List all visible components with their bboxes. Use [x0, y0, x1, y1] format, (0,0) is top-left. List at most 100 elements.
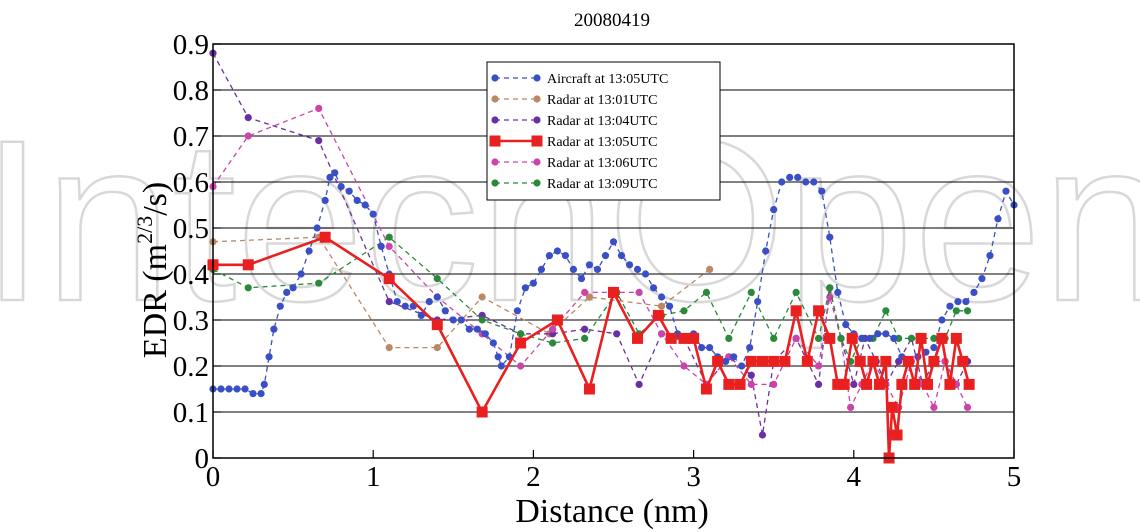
series-4-point	[792, 334, 800, 342]
series-2-point	[315, 137, 323, 145]
legend-item: Radar at 13:01UTC	[491, 93, 657, 108]
series-0-point	[762, 247, 770, 255]
series-0-point	[698, 344, 706, 352]
series-3-point	[431, 319, 443, 331]
series-3-point	[700, 383, 712, 395]
chart-title: 20080419	[574, 10, 650, 31]
series-0-point	[746, 344, 754, 352]
series-3-point	[383, 273, 395, 285]
series-0-point	[425, 298, 433, 306]
series-0-point	[321, 196, 329, 204]
series-3-point	[832, 378, 844, 390]
series-4-point	[315, 104, 323, 112]
series-0-point	[754, 298, 762, 306]
series-3-point	[515, 337, 527, 349]
series-4-point	[244, 132, 252, 140]
series-1-point	[385, 344, 393, 352]
series-0-point	[866, 334, 874, 342]
y-tick-label-0: 0	[195, 443, 210, 475]
series-0-point	[946, 302, 954, 310]
series-0-point	[497, 362, 505, 370]
series-3-point	[790, 305, 802, 317]
series-0-point	[794, 173, 802, 181]
series-0-point	[609, 238, 618, 246]
series-0-point	[249, 390, 257, 398]
legend-swatch-marker	[491, 74, 499, 82]
x-tick-label-0: 0	[206, 461, 221, 493]
series-3-point	[928, 355, 940, 367]
series-0-point	[489, 339, 497, 347]
series-3-point	[880, 355, 892, 367]
series-2-point	[850, 380, 858, 388]
series-5-point	[837, 334, 845, 342]
series-3-point	[768, 355, 780, 367]
x-axis-label: Distance (nm)	[515, 493, 709, 530]
series-0-point	[994, 215, 1002, 223]
series-3-point	[688, 332, 700, 344]
series-0-point	[441, 307, 449, 315]
x-tick-label-1: 1	[366, 461, 381, 493]
series-0-point	[1002, 187, 1010, 195]
y-axis-label-sup: 2/3	[132, 216, 157, 244]
series-0-point	[954, 298, 962, 306]
legend-box	[486, 61, 721, 201]
series-0-point	[433, 293, 441, 301]
series-4-point	[635, 288, 643, 296]
series-1-point	[706, 265, 714, 273]
legend-swatch-marker	[491, 116, 499, 124]
legend-label: Radar at 13:01UTC	[547, 93, 657, 108]
series-2-point	[635, 380, 643, 388]
series-2-point	[613, 330, 621, 338]
series-5-point	[814, 334, 823, 342]
series-3-point	[896, 378, 908, 390]
x-tick-label-4: 4	[847, 461, 862, 493]
y-tick-label-2: 0.2	[173, 351, 209, 383]
series-3-point	[801, 355, 813, 367]
series-5	[209, 233, 972, 365]
series-0-point	[842, 321, 850, 329]
series-0-point	[978, 275, 986, 283]
series-3-point	[873, 378, 885, 390]
series-5-point	[907, 334, 916, 342]
series-0-point	[553, 247, 562, 255]
series-4-point	[385, 242, 393, 250]
series-3-point	[723, 378, 735, 390]
series-3-point	[886, 401, 898, 413]
legend: Aircraft at 13:05UTC Radar at 13:01UTC Rad…	[486, 61, 721, 201]
legend-swatch-marker	[491, 179, 499, 187]
series-1-point	[657, 302, 666, 310]
series-5-point	[315, 279, 323, 287]
y-tick-label-7: 0.7	[173, 121, 209, 153]
series-3-point	[779, 355, 791, 367]
series-0-point	[353, 196, 361, 204]
series-0-point	[457, 316, 465, 324]
legend-label: Radar at 13:09UTC	[547, 177, 657, 192]
legend-label: Radar at 13:05UTC	[547, 135, 657, 150]
series-0-point	[270, 325, 278, 333]
series-5-point	[770, 334, 778, 342]
series-2-point	[758, 431, 767, 439]
series-0-point	[513, 307, 521, 315]
series-3-point	[915, 332, 927, 344]
series-4-point	[516, 362, 525, 370]
series-3-point	[712, 355, 724, 367]
series-0-point	[529, 279, 538, 287]
legend-item: Radar at 13:04UTC	[491, 114, 657, 129]
series-0-point	[706, 344, 714, 352]
series-2-point	[747, 371, 755, 379]
y-tick-label-4: 0.4	[173, 259, 210, 291]
series-5-point	[963, 307, 972, 315]
legend-swatch-marker	[533, 116, 541, 124]
series-0-point	[233, 385, 241, 393]
series-2-point	[385, 298, 393, 306]
series-0-point	[465, 325, 473, 333]
axis-ticks: 0 0.1 0.2 0.3 0.4 0.5 0.6 0.7 0.8 0.9 0 1 2 3 4 5	[173, 29, 1022, 493]
series-3-point	[867, 355, 879, 367]
series-0-point	[938, 316, 946, 324]
series-0-point	[986, 252, 994, 260]
series-4-point	[930, 403, 938, 411]
series-5-point	[516, 330, 525, 338]
series-0-point	[289, 284, 297, 292]
series-0-point	[665, 302, 674, 310]
